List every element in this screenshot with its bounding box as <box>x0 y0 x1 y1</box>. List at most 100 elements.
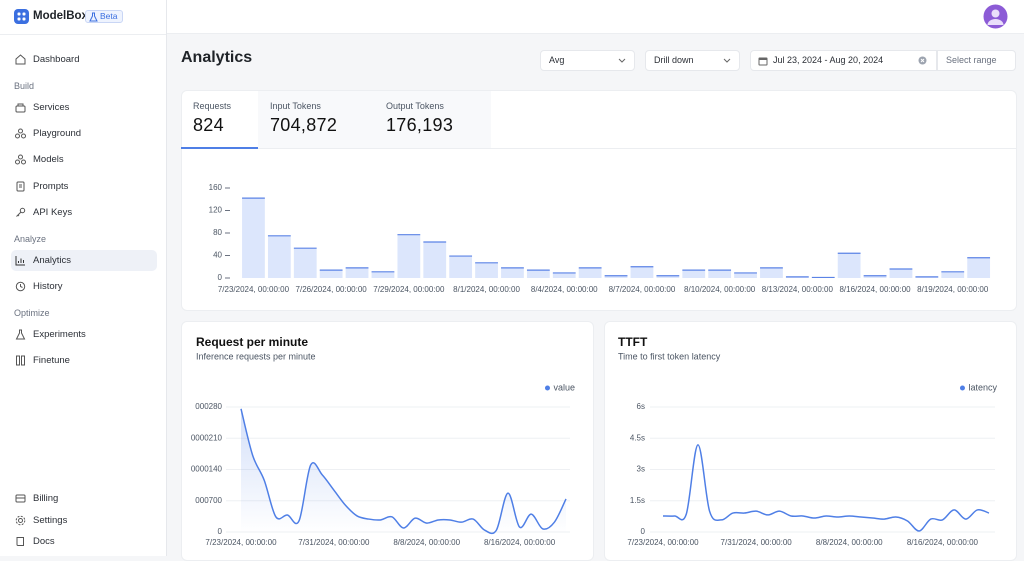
nav-item[interactable]: Finetune <box>11 350 157 371</box>
bar <box>371 271 395 278</box>
x-tick-label: 7/23/2024, 00:00:00 <box>218 285 290 294</box>
x-tick-label: 8/16/2024, 00:00:00 <box>484 538 556 547</box>
tab-strip <box>258 91 491 148</box>
x-tick-label: 7/31/2024, 00:00:00 <box>721 538 793 547</box>
line-chart: 0 1.5s 3s 4.5s 6s TTFT Time to first token lat… <box>618 335 997 547</box>
x-tick-label: 7/29/2024, 00:00:00 <box>373 285 445 294</box>
divider <box>0 34 166 35</box>
nav-icon <box>16 537 24 546</box>
chevron <box>618 58 626 63</box>
bar <box>475 262 498 278</box>
chart-subtitle: Inference requests per minute <box>196 351 316 361</box>
page-title: Analytics <box>181 49 253 66</box>
y-tick-label: 6s <box>637 402 645 411</box>
beta-badge: Beta <box>85 10 123 23</box>
bar-chart: 0 40 80 120 160 7/23/2024, 00:00:00 7/26/2024,… <box>209 183 991 294</box>
nav-icon <box>15 103 26 113</box>
x-tick-label: 8/8/2024, 00:00:00 <box>393 538 460 547</box>
bar <box>656 275 680 278</box>
x-tick-label: 8/7/2024, 00:00:00 <box>609 285 676 294</box>
nav-icon <box>15 329 26 340</box>
clear-icon[interactable] <box>918 56 927 65</box>
badge-text: Beta <box>100 11 118 21</box>
drilldown-select[interactable]: Drill down <box>645 50 740 71</box>
nav-icon <box>16 207 26 217</box>
nav-item-active[interactable]: Analytics <box>11 250 157 271</box>
nav-icon <box>15 256 25 266</box>
calendar-icon <box>758 57 768 66</box>
nav-icon <box>16 181 25 192</box>
tab-value: 176,193 <box>386 115 454 135</box>
nav-item[interactable]: Billing <box>11 488 157 509</box>
legend-marker <box>544 385 550 391</box>
tab-value: 704,872 <box>270 115 338 135</box>
nav-icon <box>15 494 26 503</box>
bar <box>397 234 421 278</box>
nav-label: Finetune <box>33 355 70 366</box>
x-tick-label: 7/26/2024, 00:00:00 <box>296 285 368 294</box>
tab[interactable]: Output Tokens 176,193 <box>374 91 490 149</box>
nav-label: Services <box>33 102 70 113</box>
aggregate-select[interactable]: Avg <box>540 50 635 71</box>
y-tick-label: 000280 <box>195 402 222 411</box>
tab-label: Input Tokens <box>270 101 321 111</box>
nav-item[interactable]: Prompts <box>11 176 157 197</box>
y-tick-label: 000700 <box>195 496 222 505</box>
nav-icon <box>16 355 25 366</box>
avatar[interactable] <box>983 4 1008 29</box>
bar <box>526 270 550 278</box>
x-tick-label: 8/10/2024, 00:00:00 <box>684 285 756 294</box>
y-tick-label: 160 <box>209 183 223 192</box>
nav-item[interactable]: Settings <box>11 510 157 531</box>
tab[interactable]: Input Tokens 704,872 <box>258 91 374 149</box>
bar <box>242 198 265 278</box>
line <box>662 444 990 532</box>
nav-label: Docs <box>33 536 55 547</box>
x-tick-label: 8/1/2024, 00:00:00 <box>453 285 520 294</box>
nav-item[interactable]: History <box>11 276 157 297</box>
nav-item[interactable]: Models <box>11 149 157 170</box>
nav-icon <box>15 515 26 526</box>
x-tick-label: 8/4/2024, 00:00:00 <box>531 285 598 294</box>
nav-icon <box>15 154 26 165</box>
legend-marker <box>959 385 965 391</box>
x-tick-label: 8/13/2024, 00:00:00 <box>762 285 834 294</box>
select-value: Drill down <box>654 55 694 65</box>
range-select[interactable]: Select range <box>937 50 1016 71</box>
chevron <box>723 58 731 63</box>
nav-item[interactable]: API Keys <box>11 202 157 223</box>
tab-active[interactable]: Requests 824 <box>181 91 258 149</box>
bar <box>760 267 783 278</box>
select-value: Avg <box>549 55 565 65</box>
tab-label: Output Tokens <box>386 101 444 111</box>
nav-group-title: Build <box>14 81 35 91</box>
x-tick-label: 8/16/2024, 00:00:00 <box>907 538 979 547</box>
y-tick-label: 3s <box>637 465 645 474</box>
nav-label: API Keys <box>33 207 73 218</box>
nav-item[interactable]: Services <box>11 97 157 118</box>
bar <box>345 267 369 278</box>
nav-label: Analytics <box>33 255 72 266</box>
nav-item[interactable]: Experiments <box>11 324 157 345</box>
y-tick-label: 120 <box>209 206 223 215</box>
bar <box>967 257 991 278</box>
bar <box>889 269 913 278</box>
nav-label: Billing <box>33 493 59 504</box>
bar <box>837 253 861 278</box>
bar <box>682 270 706 278</box>
y-tick-label: 4.5s <box>630 433 645 442</box>
bar <box>319 270 343 278</box>
date-range[interactable]: Jul 23, 2024 - Aug 20, 2024 <box>750 50 937 71</box>
nav-item[interactable]: Playground <box>11 123 157 144</box>
nav-group-title: Analyze <box>14 234 47 244</box>
y-tick-label: 0 <box>641 527 646 536</box>
legend-label: value <box>553 382 575 392</box>
nav-label: Prompts <box>33 181 69 192</box>
nav-icon <box>15 128 26 139</box>
nav-item[interactable]: Docs <box>11 531 157 552</box>
nav-label: Settings <box>33 515 68 526</box>
bar <box>578 267 602 278</box>
nav-item[interactable]: Dashboard <box>11 49 157 70</box>
tab-value: 824 <box>193 115 224 135</box>
